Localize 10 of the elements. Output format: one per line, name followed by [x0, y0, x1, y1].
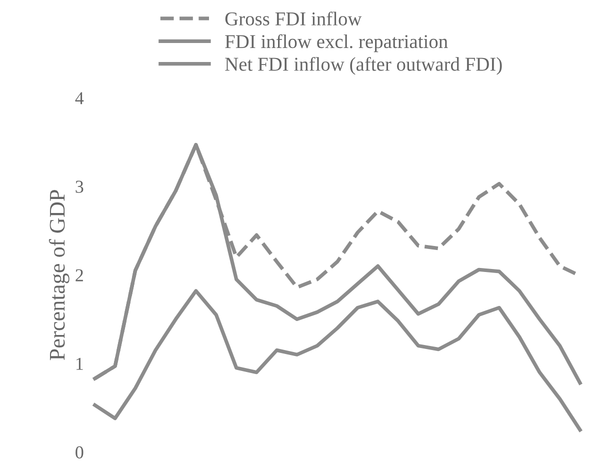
y-tick-label: 4 [75, 92, 84, 104]
legend-label: Gross FDI inflow [225, 12, 362, 26]
line-series [93, 289, 582, 432]
y-tick-label: 1 [76, 358, 83, 370]
y-axis-title: Percentage of GDP [48, 190, 70, 360]
y-tick-label: 0 [76, 446, 84, 458]
legend-label: Net FDI inflow (after outward FDI) [225, 56, 502, 75]
y-tick-label: 2 [76, 269, 83, 282]
legend-label: FDI inflow excl. repatriation [225, 34, 448, 52]
y-tick-label: 3 [76, 180, 84, 193]
